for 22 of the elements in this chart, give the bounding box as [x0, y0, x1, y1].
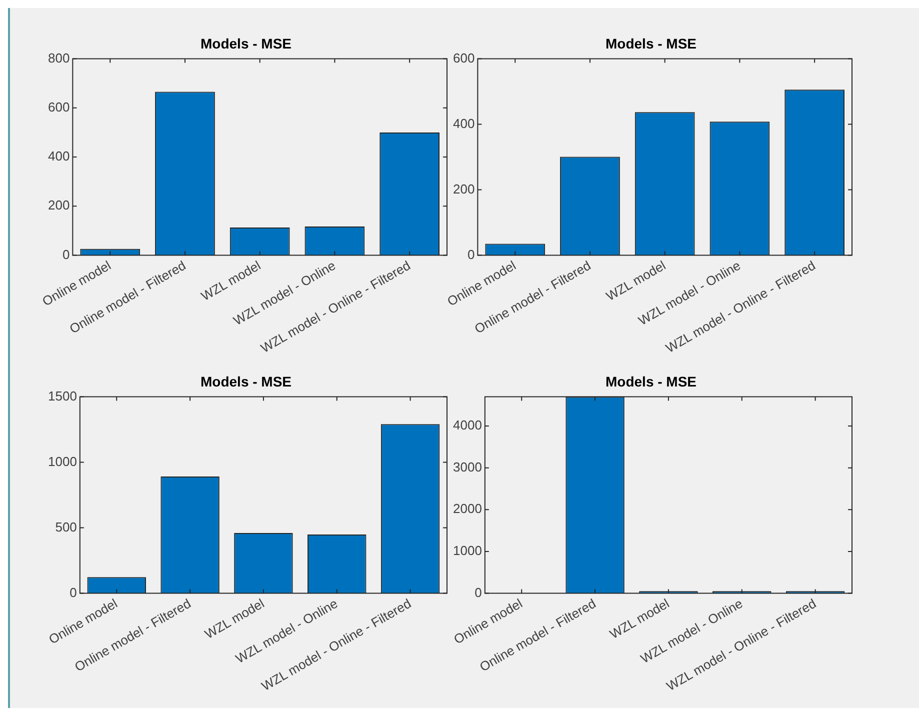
y-tick-label: 4000: [453, 418, 482, 433]
y-tick-label: 1000: [453, 543, 482, 558]
y-tick-label: 0: [467, 246, 475, 262]
y-tick-label: 1000: [48, 454, 77, 469]
y-tick-label: 800: [48, 50, 70, 66]
y-tick-label: 3000: [453, 459, 482, 474]
y-tick-label: 400: [452, 116, 475, 131]
y-tick-label: 2000: [453, 501, 482, 516]
chart-title: Models - MSE: [200, 35, 292, 52]
y-tick-label: 200: [452, 181, 475, 196]
y-tick-label: 0: [70, 584, 77, 600]
y-tick-label: 400: [48, 148, 70, 164]
chart-title: Models - MSE: [200, 373, 292, 390]
chart-title: Models - MSE: [605, 373, 697, 390]
y-tick-label: 600: [48, 99, 70, 114]
y-tick-label: 200: [48, 198, 70, 213]
y-tick-label: 0: [62, 246, 70, 262]
y-tick-label: 500: [55, 519, 77, 534]
y-tick-label: 600: [452, 50, 475, 66]
y-tick-label: 1500: [48, 388, 77, 404]
chart-title: Models - MSE: [605, 35, 697, 52]
y-tick-label: 0: [474, 584, 482, 600]
